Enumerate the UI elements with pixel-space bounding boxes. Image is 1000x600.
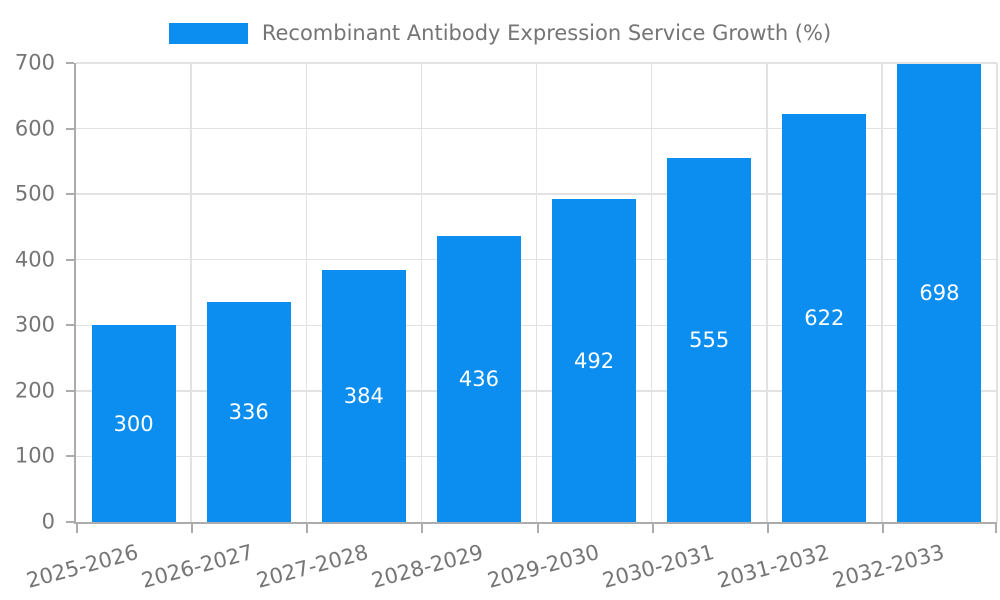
x-axis-tick: [191, 524, 194, 533]
y-tick-label: 700: [14, 50, 55, 75]
y-axis-tick: [66, 127, 74, 130]
y-tick-label: 100: [14, 443, 55, 468]
y-tick-label: 0: [41, 509, 55, 534]
x-tick-label: 2026-2027: [139, 540, 256, 593]
legend-label: Recombinant Antibody Expression Service …: [261, 21, 832, 45]
y-axis-tick: [66, 455, 74, 458]
grid-line-v: [535, 63, 538, 522]
x-tick-label: 2029-2030: [484, 540, 602, 593]
legend-item[interactable]: Recombinant Antibody Expression Service …: [168, 21, 832, 45]
x-axis-tick: [651, 524, 654, 533]
y-axis-tick: [66, 324, 74, 327]
bar[interactable]: [91, 325, 176, 522]
bar[interactable]: [436, 236, 521, 522]
y-axis-tick: [66, 62, 74, 64]
bar[interactable]: [782, 114, 867, 522]
bar[interactable]: [321, 270, 406, 522]
grid-line-v: [881, 63, 883, 522]
x-axis-tick: [536, 524, 539, 533]
bar[interactable]: [897, 64, 982, 522]
y-tick-label: 400: [14, 247, 55, 272]
plot-area: 300 336 384 436 492 555 622 698: [66, 62, 998, 533]
x-tick-label: 2030-2031: [599, 540, 717, 593]
x-tick-label: 2028-2029: [369, 540, 487, 593]
bar[interactable]: [667, 158, 752, 522]
x-axis-tick: [306, 524, 309, 533]
bar[interactable]: [552, 199, 637, 522]
grid-line-v: [996, 63, 998, 522]
y-axis-tick: [66, 258, 74, 261]
x-axis-tick: [421, 524, 424, 533]
x-tick-label: 2031-2032: [714, 540, 832, 593]
y-axis-tick: [66, 389, 74, 392]
y-tick-label: 500: [14, 181, 55, 206]
legend: Recombinant Antibody Expression Service …: [0, 21, 1000, 45]
grid-line-v: [650, 63, 653, 522]
x-axis-tick: [995, 524, 997, 533]
x-tick-label: 2032-2033: [829, 540, 947, 593]
y-tick-label: 600: [14, 116, 55, 141]
x-axis-tick: [881, 524, 884, 533]
y-axis-tick: [66, 521, 74, 523]
legend-swatch-icon: [168, 22, 248, 44]
grid-line-v: [420, 63, 423, 522]
x-tick-label: 2027-2028: [254, 540, 372, 593]
x-tick-label: 2025-2026: [23, 540, 141, 593]
grid-line-v: [190, 63, 192, 522]
grid-line-v: [766, 63, 768, 522]
y-tick-label: 200: [14, 378, 55, 403]
bar[interactable]: [206, 301, 291, 522]
y-axis-tick: [66, 193, 74, 196]
x-axis-tick: [766, 524, 769, 533]
grid-line-v: [305, 63, 307, 522]
x-axis-tick: [76, 524, 78, 533]
y-tick-label: 300: [14, 312, 55, 337]
